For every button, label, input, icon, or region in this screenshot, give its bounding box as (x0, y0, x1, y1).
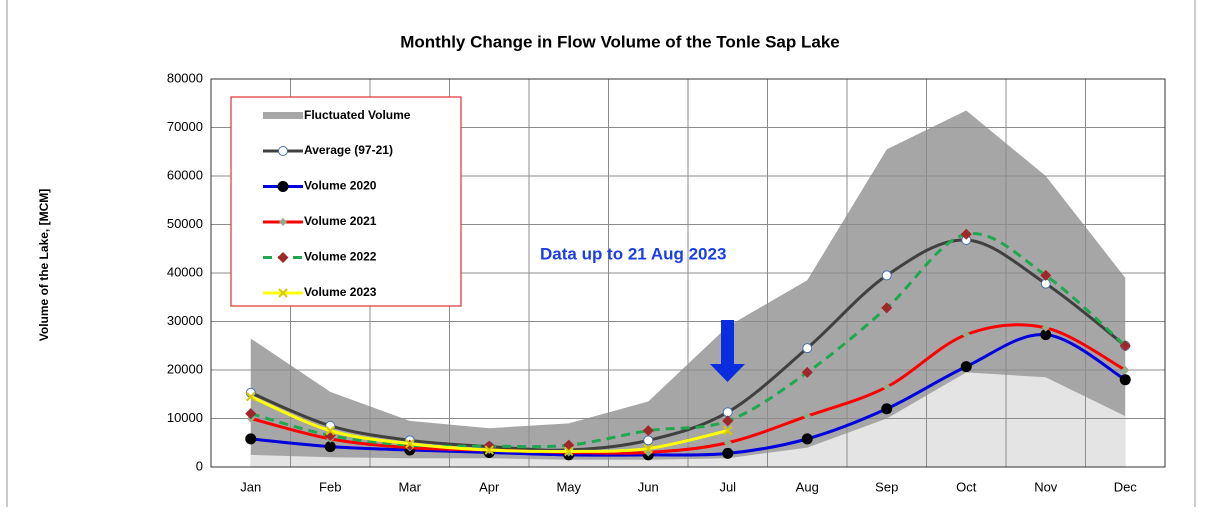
marker (722, 407, 733, 418)
marker (279, 218, 287, 226)
legend: Fluctuated Volume Average (97-21) Volume 2… (230, 96, 462, 307)
x-tick-label: Jun (638, 479, 659, 494)
marker (325, 425, 335, 436)
marker (405, 439, 415, 449)
marker (962, 330, 971, 339)
marker (324, 441, 336, 453)
arrow (710, 320, 745, 382)
marker (1040, 269, 1052, 281)
marker (484, 445, 494, 455)
series-line (250, 323, 1126, 455)
marker (722, 447, 734, 459)
marker (277, 181, 289, 192)
chart-title: Monthly Change in Flow Volume of the Ton… (400, 32, 840, 51)
marker (723, 438, 732, 447)
marker (643, 435, 654, 446)
series-line (250, 232, 1127, 449)
marker (881, 403, 893, 415)
plot-frame (210, 78, 1166, 468)
marker (802, 343, 813, 354)
marker (723, 425, 733, 436)
y-tick-label: 80000 (167, 70, 203, 85)
x-tick-label: Oct (956, 479, 977, 494)
y-tick-label: 0 (196, 458, 203, 473)
marker (722, 415, 734, 427)
marker (881, 302, 893, 314)
marker (960, 228, 972, 240)
x-tick-label: Feb (319, 479, 341, 494)
marker (564, 446, 574, 457)
x-tick-label: May (556, 479, 581, 494)
legend-label: Volume 2022 (304, 250, 377, 264)
marker (1121, 366, 1130, 374)
legend-label: Volume 2023 (304, 285, 377, 299)
y-tick-label: 70000 (167, 119, 203, 134)
x-tick-label: Dec (1114, 479, 1138, 494)
y-axis-label: Volume of the Lake, [MCM] (37, 189, 51, 341)
x-tick-label: Apr (479, 479, 500, 494)
legend-label: Volume 2020 (304, 179, 377, 193)
marker (803, 412, 812, 421)
marker (245, 433, 257, 445)
marker (882, 382, 891, 391)
y-tick-label: 50000 (167, 216, 203, 231)
x-tick-label: Aug (796, 479, 819, 494)
y-tick-label: 30000 (167, 313, 203, 328)
marker (643, 443, 653, 454)
x-tick-label: Nov (1034, 479, 1058, 494)
legend-label: Fluctuated Volume (304, 108, 411, 122)
marker (1041, 323, 1050, 332)
legend-label: Average (97-21) (304, 143, 393, 157)
y-tick-label: 60000 (167, 167, 203, 182)
marker (960, 361, 972, 373)
marker (1040, 329, 1052, 341)
range-upper-area (250, 110, 1126, 468)
x-tick-label: Mar (399, 479, 422, 494)
y-tick-label: 20000 (167, 361, 203, 376)
x-tick-label: Jan (240, 479, 261, 494)
marker (277, 252, 289, 263)
marker (881, 270, 892, 281)
range-lower-area (250, 372, 1126, 467)
marker (246, 391, 256, 402)
marker (801, 433, 813, 445)
marker (801, 366, 813, 378)
legend-box (230, 96, 462, 307)
x-tick-label: Jul (719, 479, 736, 494)
x-tick-label: Sep (875, 479, 898, 494)
marker (1119, 340, 1131, 352)
y-tick-label: 40000 (167, 264, 203, 279)
annotation: Data up to 21 Aug 2023 (540, 244, 726, 263)
legend-swatch (263, 112, 303, 119)
marker (245, 408, 257, 420)
marker (278, 288, 288, 298)
series-line (250, 238, 1127, 452)
marker (278, 146, 288, 156)
marker (1119, 374, 1131, 386)
marker (642, 425, 654, 437)
legend-label: Volume 2021 (304, 214, 377, 228)
y-tick-label: 10000 (167, 410, 203, 425)
